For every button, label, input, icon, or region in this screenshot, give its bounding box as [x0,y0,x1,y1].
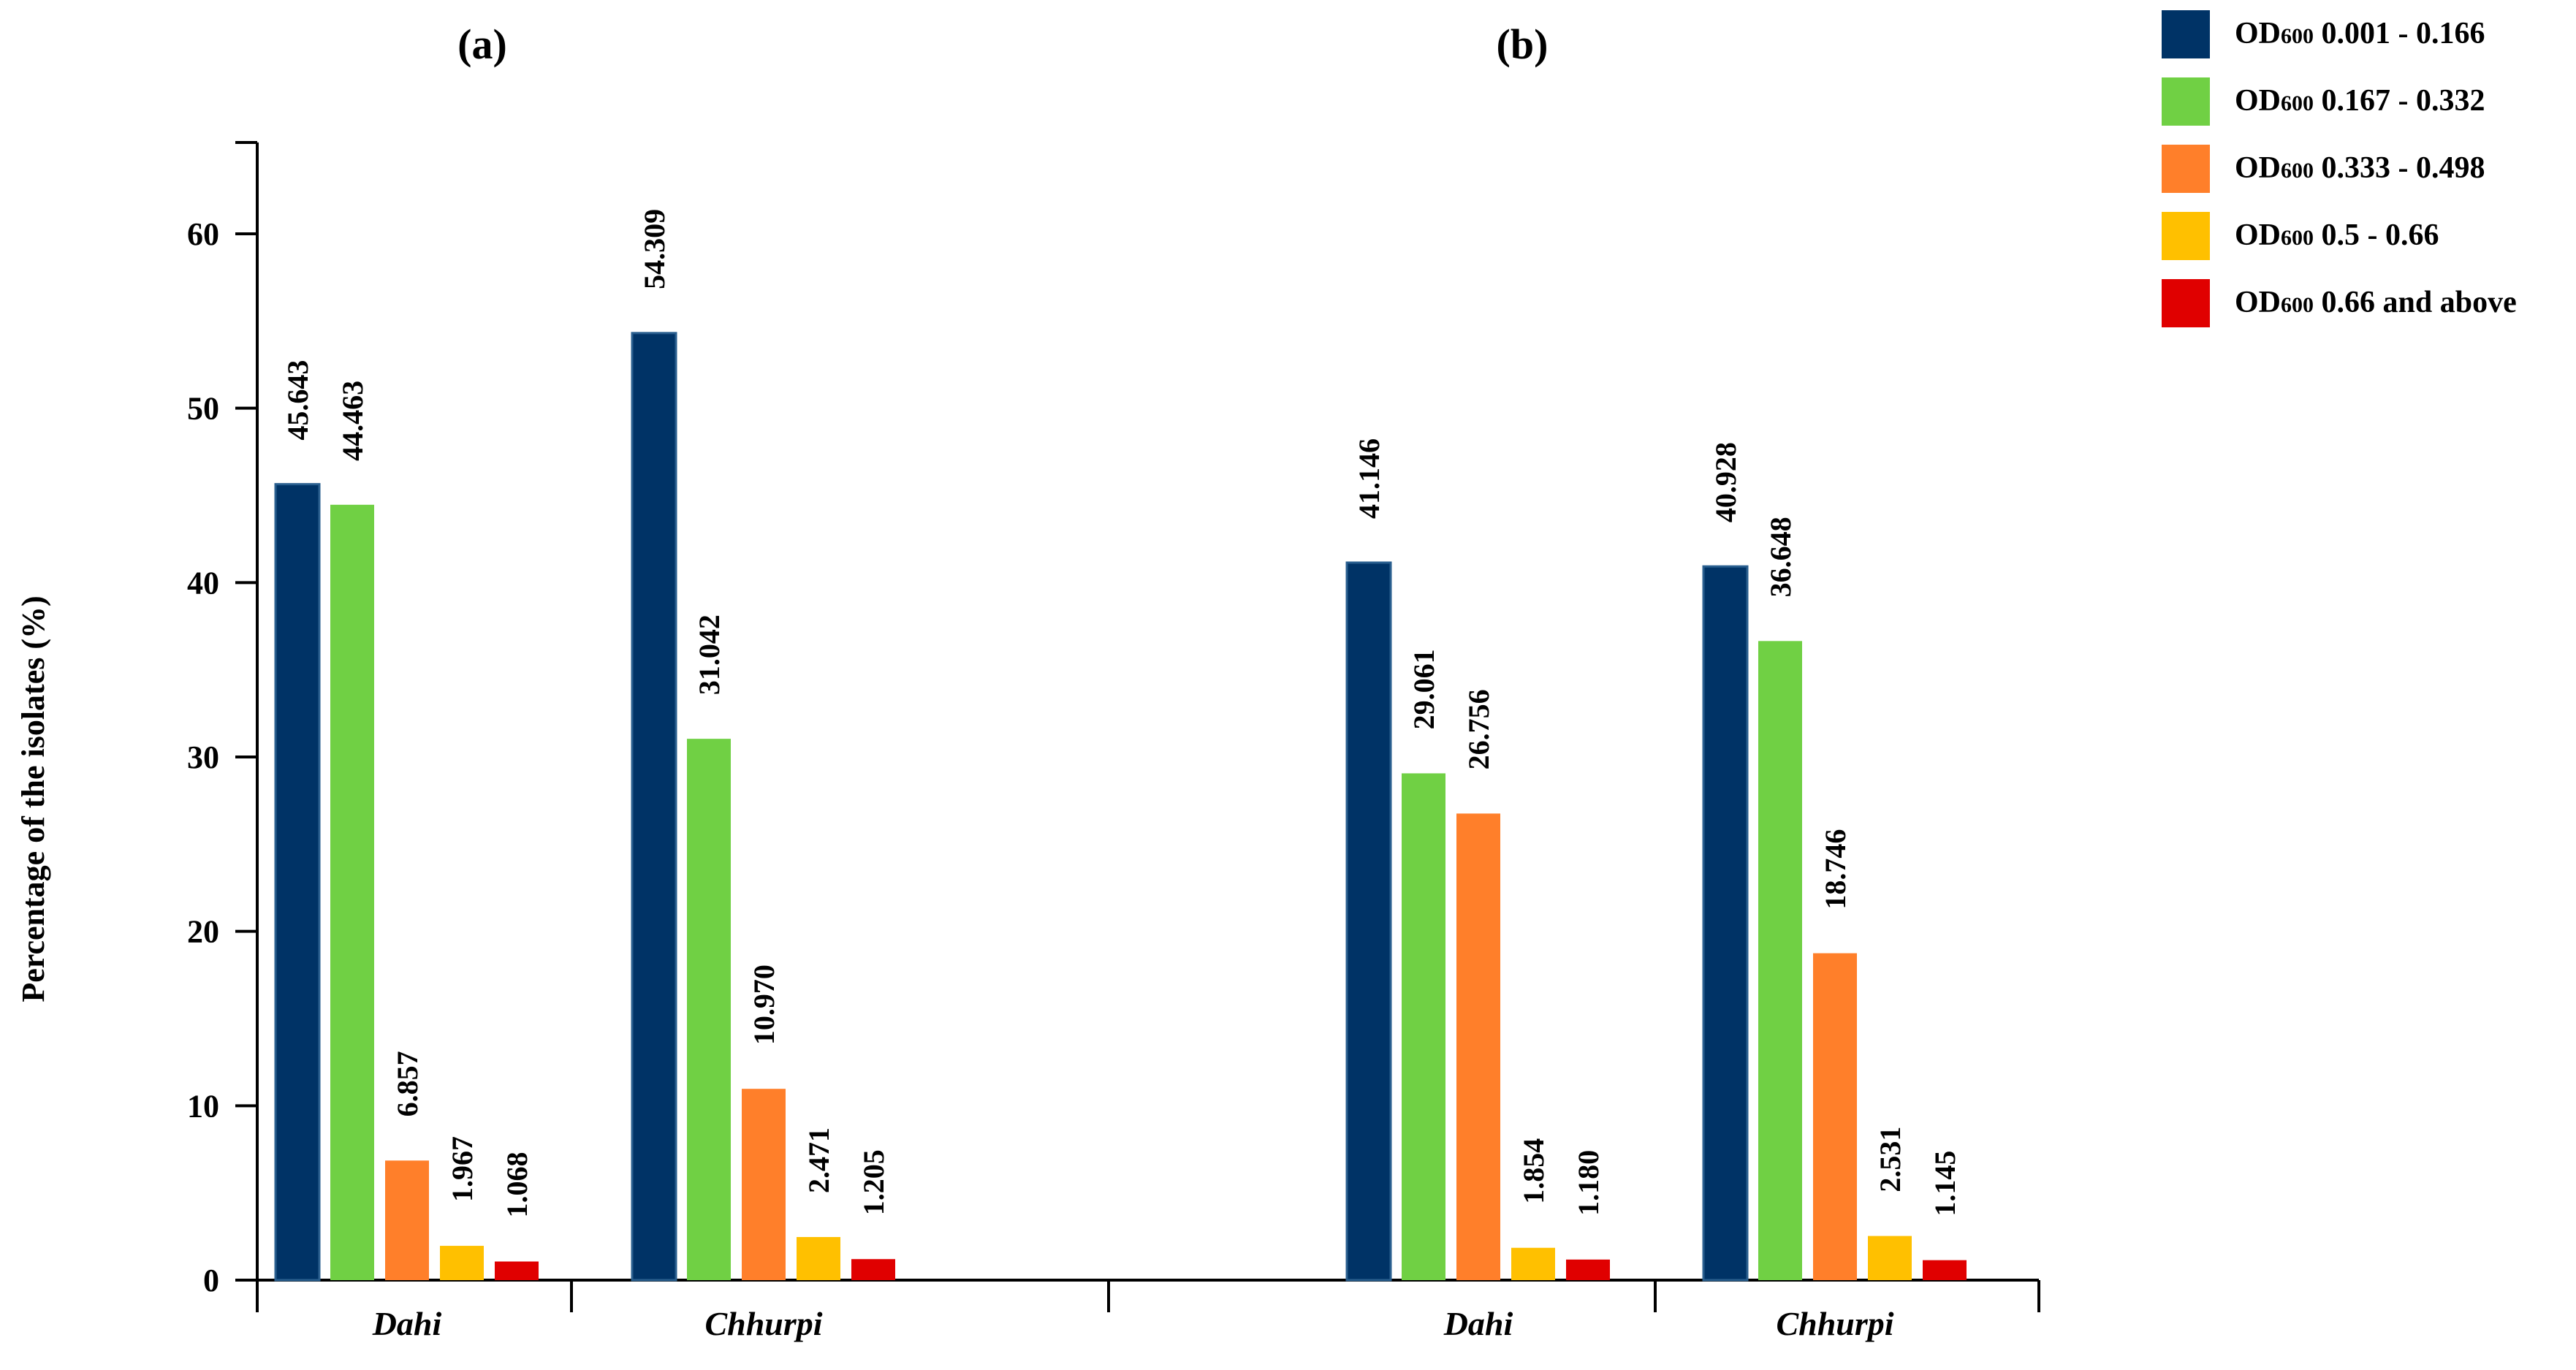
x-category-label: Dahi [372,1305,442,1342]
bar-value-label: 1.967 [446,1136,479,1202]
bar [1402,773,1445,1280]
y-tick-label: 20 [187,914,219,950]
bar [1345,561,1392,1282]
bar-value-label: 2.531 [1874,1127,1907,1192]
bar-value-label: 18.746 [1819,829,1852,910]
bar-value-label: 1.068 [501,1152,533,1218]
legend-swatch-series-1 [2162,10,2210,58]
legend-swatch-series-4 [2162,212,2210,260]
legend-label-series-3: OD600 0.333 - 0.498 [2235,151,2485,185]
legend-label-series-5: OD600 0.66 and above [2235,286,2517,319]
bar-value-label: 36.648 [1764,517,1797,597]
bar-value-label: 6.857 [391,1051,424,1116]
bar-value-label: 41.146 [1353,438,1386,519]
bar-value-label: 31.042 [693,614,726,695]
bar [1923,1260,1967,1280]
bar-value-label: 45.643 [281,360,314,441]
bar [1758,641,1802,1280]
legend-label-series-2: OD600 0.167 - 0.332 [2235,84,2485,118]
x-category-label: Chhurpi [1776,1305,1893,1342]
bar-value-label: 1.145 [1929,1151,1961,1217]
bar-value-label: 1.854 [1517,1138,1550,1204]
bar [1868,1236,1912,1280]
bar-value-label: 10.970 [748,964,780,1045]
bar-value-label: 44.463 [336,381,369,461]
bar-value-label: 29.061 [1407,649,1440,729]
y-tick-label: 30 [187,739,219,775]
bar [440,1246,484,1280]
y-tick-label: 60 [187,216,219,252]
legend-swatch-series-3 [2162,145,2210,193]
bar-value-label: 40.928 [1709,442,1742,522]
bar-value-label: 54.309 [638,209,671,289]
bar-value-label: 1.205 [857,1149,890,1215]
bar [1702,565,1749,1282]
bar [687,739,731,1280]
bar [631,332,677,1282]
bar [851,1259,895,1280]
bar [495,1261,539,1280]
bar [274,483,321,1282]
y-tick-label: 0 [203,1263,219,1298]
legend-swatch-series-5 [2162,279,2210,327]
y-tick-label: 10 [187,1088,219,1124]
x-category-label: Chhurpi [704,1305,822,1342]
bar [1456,813,1500,1280]
panel-label: (a) [457,20,507,68]
bar [1566,1259,1610,1280]
bar-value-label: 1.180 [1572,1150,1605,1216]
bar [385,1160,429,1280]
legend-swatch-series-2 [2162,77,2210,126]
bar [797,1237,840,1280]
bar [1813,953,1857,1280]
y-tick-label: 40 [187,565,219,601]
bar [1511,1247,1555,1280]
bar [330,504,374,1280]
y-axis-label: Percentage of the isolates (%) [15,595,51,1002]
legend-label-series-4: OD600 0.5 - 0.66 [2235,218,2439,252]
bar [742,1089,786,1280]
panel-label: (b) [1497,20,1549,68]
bar-value-label: 2.471 [802,1127,835,1193]
x-category-label: Dahi [1443,1305,1513,1342]
bar-value-label: 26.756 [1462,689,1495,769]
legend-label-series-1: OD600 0.001 - 0.166 [2235,17,2485,50]
y-tick-label: 50 [187,391,219,427]
